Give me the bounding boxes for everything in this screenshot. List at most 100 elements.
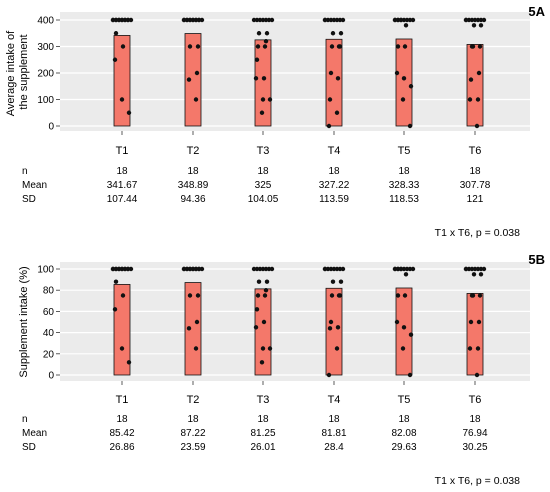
point-5b-T4-13 [328, 319, 334, 325]
point-5a-T5-16 [400, 97, 406, 102]
plot-area-5a [60, 12, 530, 131]
bar-5a-T1 [113, 35, 131, 127]
points-5b [110, 266, 487, 378]
bar-5b-T6 [466, 293, 484, 376]
point-5a-T5-17 [407, 123, 413, 129]
point-5a-T5-14 [401, 76, 407, 81]
point-5a-T5-15 [408, 84, 414, 89]
bars-5b [113, 282, 484, 376]
point-5a-T4-17 [326, 123, 332, 129]
point-5b-T5-12 [402, 293, 408, 298]
annotation-5a: T1 x T6, p = 0.038 [435, 227, 520, 239]
stats-n-5b-T1: 18 [116, 414, 128, 425]
point-5b-T6-13 [476, 319, 482, 325]
point-5a-T4-13 [328, 70, 334, 76]
stats-mean-5a-T1: 341.67 [107, 180, 138, 191]
stats-mean-5b-T1: 85.42 [109, 428, 134, 439]
stats-mean-5a-T6: 307.78 [460, 180, 491, 191]
stats-n-5b-T2: 18 [187, 414, 199, 425]
y-tick-label-5a-1: 100 [37, 95, 54, 106]
point-5a-T6-11 [477, 44, 483, 49]
gridlines-5b [60, 268, 530, 376]
point-5b-T4-17 [326, 372, 332, 378]
category-label-5b-T2: T2 [187, 394, 200, 406]
point-5b-T5-13 [394, 319, 400, 325]
point-5a-T3-12 [254, 57, 260, 62]
stats-sd-5a-T3: 104.05 [248, 194, 279, 205]
point-5b-T2-16 [186, 326, 192, 331]
point-5b-T4-11 [329, 293, 335, 298]
gridlines-5a [60, 19, 530, 127]
bar-5a-T6 [466, 44, 484, 127]
y-tick-label-5b-3: 60 [43, 307, 55, 318]
annotation-5b: T1 x T6, p = 0.038 [435, 475, 520, 487]
stats-n-5b-T4: 18 [328, 414, 340, 425]
point-5b-T5-16 [400, 346, 406, 351]
category-labels-5a: T1 T2 T3 T4 T5 T6 [116, 131, 481, 157]
point-5b-T1-15 [112, 307, 118, 312]
stats-n-5a-T2: 18 [187, 166, 199, 177]
panel-5b: 0 20 40 60 80 100 T1 T2 T3 T4 T5 T6 5B Supplement … [18, 252, 545, 487]
stats-row-label-5b-mean: Mean [22, 428, 47, 439]
point-5b-T5-6 [410, 266, 416, 272]
point-5b-T4-7 [322, 266, 328, 272]
point-5a-T6-17 [474, 123, 480, 129]
point-5b-T1-12 [125, 266, 131, 272]
point-5a-T6-9 [478, 23, 484, 28]
point-5b-T5-14 [401, 325, 407, 330]
point-5a-T4-11 [329, 44, 335, 49]
bar-5a-T4 [325, 38, 343, 127]
y-ticks-5b: 0 20 40 60 80 100 [37, 265, 60, 382]
point-5a-T3-9 [263, 39, 269, 44]
point-5b-T4-16 [334, 346, 340, 351]
stats-sd-5b-T5: 29.63 [391, 442, 416, 453]
point-5b-T1-14 [120, 293, 126, 298]
point-5b-T6-15 [475, 346, 481, 351]
point-5b-T2-17 [193, 346, 199, 351]
point-5b-T2-12 [196, 266, 202, 272]
stats-row-label-5a-n: n [22, 166, 28, 177]
point-5b-T5-17 [407, 372, 413, 378]
point-5a-T6-14 [468, 77, 474, 82]
point-5b-T4-6 [340, 266, 346, 272]
category-label-5b-T3: T3 [257, 394, 270, 406]
point-5b-T6-17 [474, 372, 480, 378]
stats-row-label-5a-sd: SD [22, 194, 36, 205]
stats-mean-5a-T5: 328.33 [389, 180, 420, 191]
y-tick-label-5b-0: 0 [48, 371, 54, 382]
category-label-5a-T5: T5 [398, 145, 411, 157]
point-5a-T5-6 [410, 17, 416, 23]
bar-5a-T3 [254, 39, 272, 127]
point-5a-T3-16 [267, 97, 273, 102]
point-5a-T6-16 [467, 97, 473, 102]
point-5b-T3-17 [259, 360, 265, 365]
panel-5a: 0 100 200 300 400 T1 T2 T3 T4 T5 T6 5A Average in… [5, 4, 546, 239]
stats-n-5a-T3: 18 [257, 166, 269, 177]
stats-n-5a-T5: 18 [398, 166, 410, 177]
stats-sd-5a-T2: 94.36 [180, 194, 205, 205]
point-5b-T4-15 [327, 326, 333, 331]
point-5a-T6-12 [469, 44, 475, 49]
point-5a-T3-15 [260, 97, 266, 102]
category-label-5a-T4: T4 [328, 145, 341, 157]
point-5a-T1-13 [113, 31, 119, 36]
point-5a-T6-15 [475, 97, 481, 102]
stats-n-5a-T6: 18 [469, 166, 481, 177]
point-5a-T2-13 [195, 44, 201, 49]
y-tick-label-5a-3: 300 [37, 42, 54, 53]
point-5a-T5-9 [398, 17, 404, 23]
y-tick-label-5b-1: 20 [43, 349, 55, 360]
point-5a-T3-17 [259, 110, 265, 115]
point-5b-T3-13 [261, 319, 267, 325]
point-5b-T3-7 [264, 279, 270, 284]
y-tick-label-5b-5: 100 [37, 265, 54, 276]
stats-n-5b-T6: 18 [469, 414, 481, 425]
point-5a-T2-14 [187, 44, 193, 49]
y-tick-label-5a-0: 0 [48, 122, 54, 133]
point-5b-T3-6 [269, 266, 275, 272]
stats-sd-5b-T6: 30.25 [462, 442, 487, 453]
point-5b-T1-17 [126, 360, 132, 365]
point-5a-T4-14 [335, 76, 341, 81]
point-5b-T4-9 [330, 279, 336, 284]
